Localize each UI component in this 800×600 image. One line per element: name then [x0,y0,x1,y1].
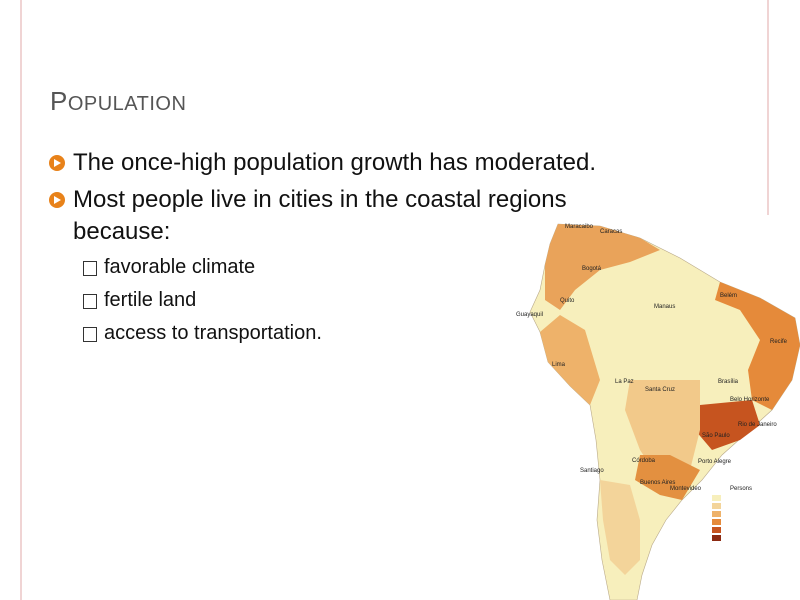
sub-bullet: access to transportation. [83,322,322,345]
city-label: Montevideo [670,486,702,492]
population-map: Persons Maracaibo Caracas Bogotá Quito G… [516,223,800,600]
sub-bullet: favorable climate [83,256,256,279]
bullet-icon [49,192,65,208]
legend-swatch [712,535,721,541]
city-label: Manaus [654,304,675,310]
bullet-box [83,261,97,276]
city-label: Buenos Aires [640,480,675,486]
city-label: Belo Horizonte [730,397,770,403]
city-label: Belém [720,293,737,299]
city-label: Caracas [600,229,622,235]
city-label: La Paz [615,379,634,385]
legend-swatch [712,527,721,533]
legend-swatch [712,503,721,509]
bullet: The once-high population growth has mode… [49,147,693,179]
bullet-box [83,294,97,309]
city-label: Guayaquil [516,312,543,318]
city-label: Recife [770,339,788,345]
legend-title: Persons [730,486,752,492]
density-region [600,480,640,575]
slide-border [20,0,22,600]
density-region [545,224,660,310]
density-region [715,282,800,410]
sub-bullet: fertile land [83,289,197,312]
city-label: Maracaibo [565,224,594,230]
sub-bullet-text: access to transportation. [104,322,322,344]
bullet-text: Most people live in cities in the coasta… [73,186,567,245]
city-label: Córdoba [632,458,656,464]
sub-bullet-text: fertile land [104,289,197,311]
map-legend: Persons [712,486,752,541]
city-label: Quito [560,298,575,304]
slide-border [767,0,769,215]
city-label: Rio de Janeiro [738,422,777,428]
slide-title: POPULATION [50,86,187,116]
city-label: Bogotá [582,266,602,272]
city-labels: Maracaibo Caracas Bogotá Quito Guayaquil… [516,224,788,492]
sub-bullet-text: favorable climate [104,256,256,278]
bullet-box [83,327,97,342]
legend-swatch [712,519,721,525]
bullet-text: The once-high population growth has mode… [73,149,597,176]
city-label: Santiago [580,468,604,474]
bullet-icon [49,155,65,171]
legend-swatch [712,495,721,501]
city-label: Brasília [718,379,739,385]
density-region [635,455,700,500]
city-label: São Paulo [702,433,730,439]
bullet: Most people live in cities in the coasta… [49,184,643,248]
city-label: Santa Cruz [645,387,675,393]
city-label: Lima [552,362,566,368]
density-region [540,315,600,405]
legend-swatch [712,511,721,517]
density-region [695,400,760,450]
city-label: Porto Alegre [698,459,732,465]
